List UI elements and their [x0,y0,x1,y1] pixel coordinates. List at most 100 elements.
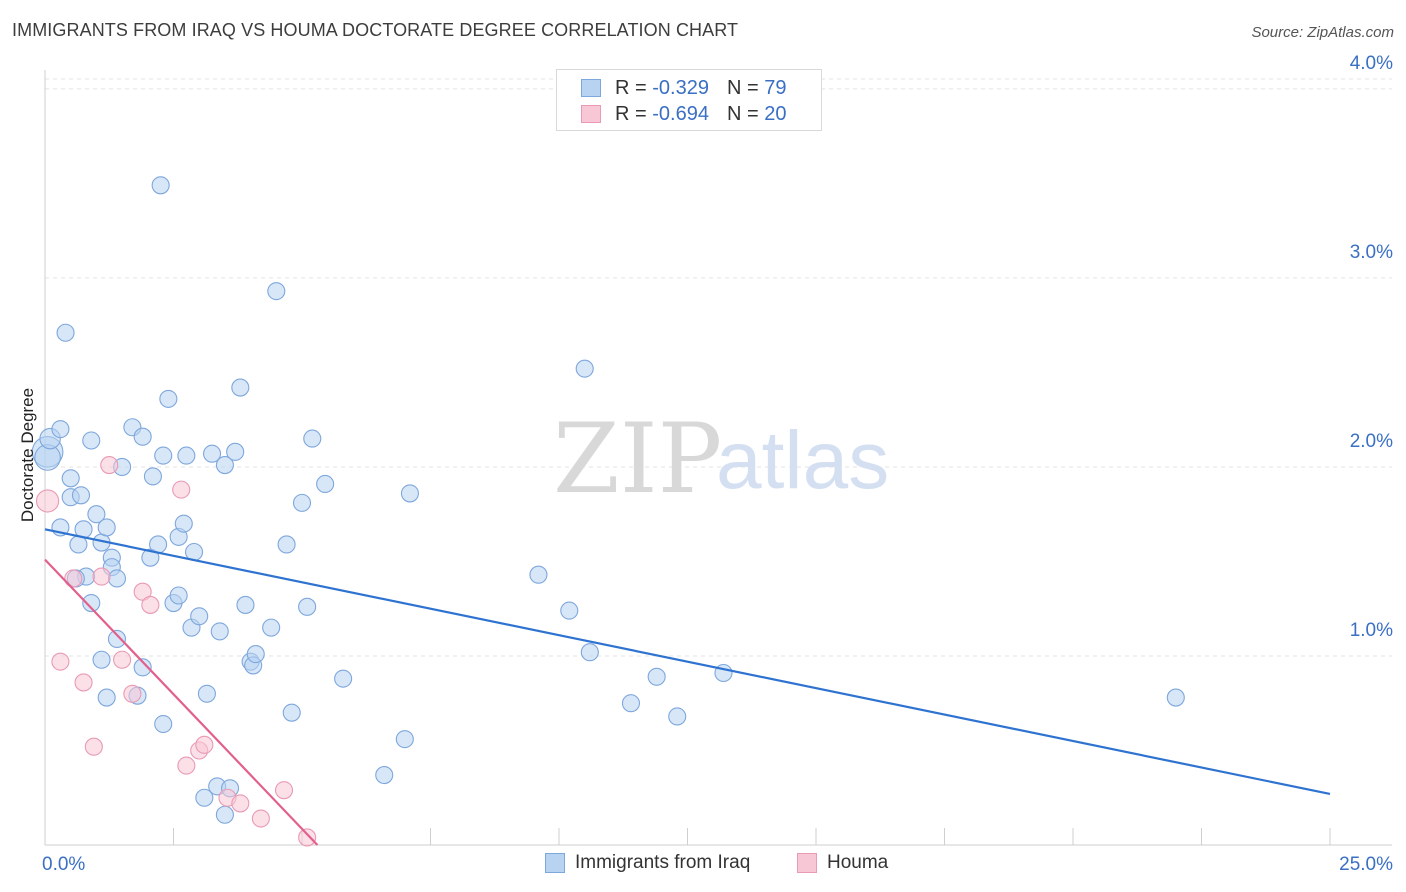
data-point [560,601,579,620]
data-point [210,622,229,641]
legend-n-value: 79 [764,76,787,99]
data-point [215,456,234,475]
trend-line-houma [44,558,319,846]
data-point [621,694,641,713]
x-tick-label: 25.0% [1339,854,1393,875]
data-point [92,567,111,586]
data-point [262,618,281,637]
trend-lines [44,528,1331,846]
legend-r-value: -0.694 [652,102,709,125]
data-point [143,467,162,486]
legend-swatch-iraq [581,79,601,97]
data-point [174,514,193,533]
data-point [141,595,160,614]
data-point [226,442,245,461]
legend-swatch-iraq [545,853,565,873]
legend-item-houma[interactable]: Houma [797,852,888,874]
chart-title: IMMIGRANTS FROM IRAQ VS HOUMA DOCTORATE … [12,20,739,40]
legend-label-houma: Houma [827,852,889,873]
data-point [177,756,196,775]
data-point [84,737,103,756]
data-point [316,474,335,494]
y-tick-label: 2.0% [1350,431,1393,452]
data-point [82,593,101,613]
data-point [303,429,322,448]
data-point [400,484,419,503]
data-point [92,650,111,669]
data-point [159,389,178,408]
y-tick-label: 1.0% [1350,620,1393,641]
gridlines [45,78,1392,657]
data-point [274,781,294,800]
data-point [246,645,265,664]
legend-n-value: 20 [764,102,787,125]
legend-row-houma: R = -0.694 N = 20 [581,102,786,126]
legend-n-label: N = [726,76,759,99]
data-point [107,569,127,588]
data-point [51,420,70,439]
data-point [203,444,222,463]
source-label: Source: ZipAtlas.com [1251,24,1394,41]
data-point [668,707,687,726]
data-point [580,643,599,662]
data-point [151,176,170,195]
data-point [35,489,60,513]
data-point [395,730,414,749]
data-point [647,667,666,686]
data-point [575,359,594,378]
series-legend: Immigrants from Iraq Houma [0,852,1406,878]
data-point [107,629,127,649]
y-tick-label: 3.0% [1350,242,1393,263]
data-point [61,469,80,488]
data-point [56,323,75,342]
tick-labels: 1.0% 2.0% 3.0% 4.0% 0.0% 25.0% [42,53,1393,875]
data-point [123,684,142,703]
data-point [100,456,119,475]
watermark: ZIP atlas [553,403,889,515]
data-point [298,828,317,847]
data-point [298,597,317,616]
legend-r-label: R = [615,76,647,99]
data-point [529,565,548,584]
data-point [177,446,196,465]
data-point [172,480,191,499]
stats-legend: R = -0.329 N = 79 R = -0.694 N = 20 [556,69,822,131]
data-point [113,650,132,669]
data-point [1166,688,1185,707]
data-point [71,486,91,505]
data-point [231,794,250,813]
data-point [190,607,209,626]
y-axis-label: Doctorate Degree [18,387,37,523]
data-point [375,766,394,785]
data-point [133,427,152,446]
watermark-zip: ZIP [553,403,722,515]
data-point [154,446,173,465]
legend-row-iraq: R = -0.329 N = 79 [581,76,786,100]
legend-r-value: -0.329 [652,76,709,99]
data-point [87,505,106,524]
y-tick-label: 4.0% [1350,53,1393,74]
data-point [215,805,234,824]
data-point [74,673,93,692]
data-point [97,518,116,537]
legend-swatch-houma [581,105,601,123]
data-point [154,714,173,734]
data-point [231,378,250,397]
data-point [195,735,214,754]
data-point [133,658,152,677]
legend-swatch-houma [797,853,817,873]
data-point [334,669,353,688]
data-point [236,595,255,614]
series-iraq-points [31,176,1185,824]
legend-r-label: R = [615,102,647,125]
data-point [51,652,70,671]
data-point [195,788,214,807]
data-point [64,569,83,588]
data-point [197,684,216,703]
data-point [251,809,270,828]
x-tick-label: 0.0% [42,854,85,875]
legend-item-iraq[interactable]: Immigrants from Iraq [545,852,750,874]
watermark-atlas: atlas [716,415,889,506]
legend-n-label: N = [726,102,759,125]
